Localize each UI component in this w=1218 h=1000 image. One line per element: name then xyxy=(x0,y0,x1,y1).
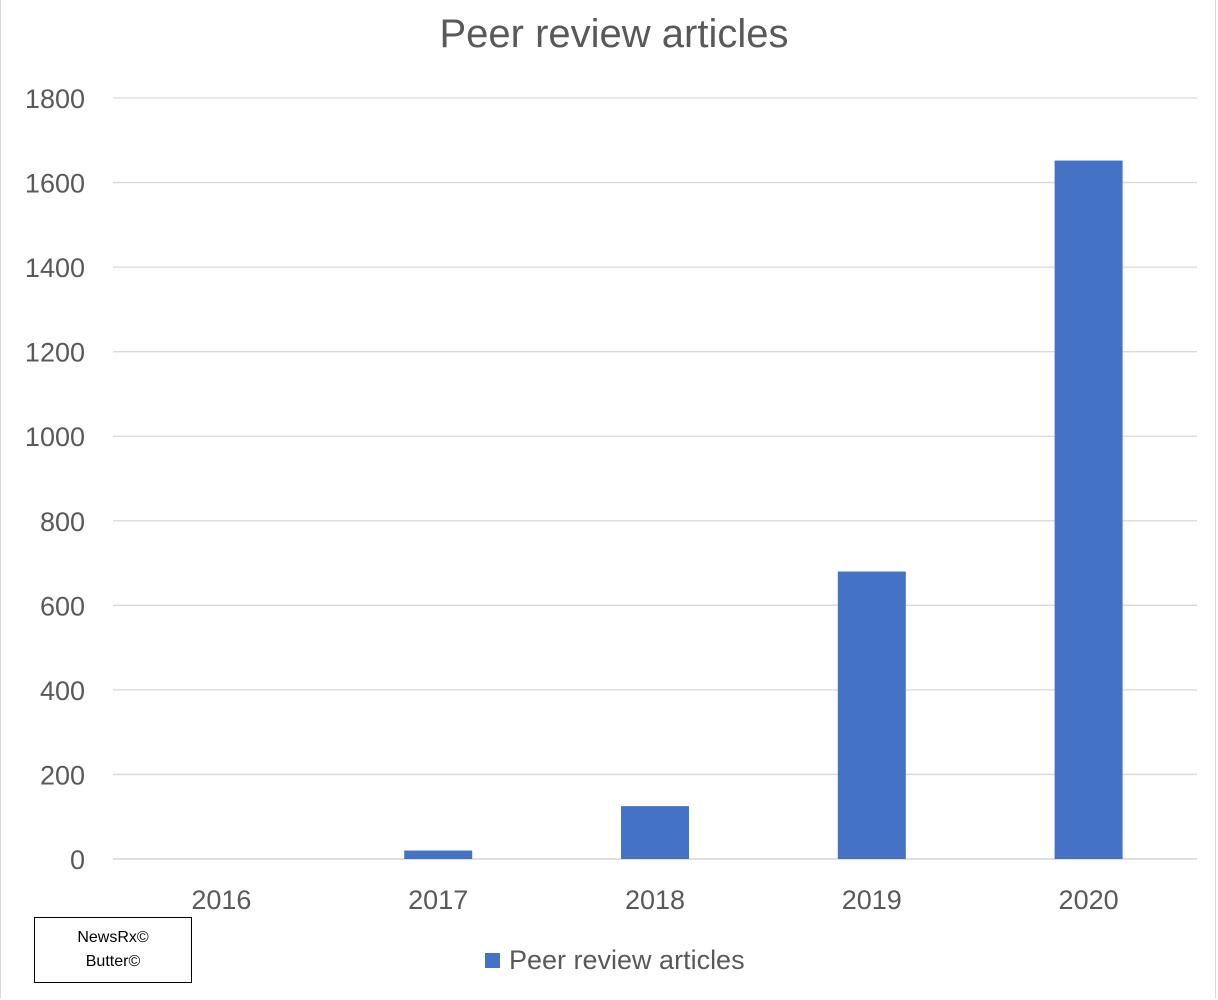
y-tick-label: 1600 xyxy=(25,169,85,199)
y-tick-label: 800 xyxy=(40,507,85,537)
legend: Peer review articles xyxy=(485,945,745,975)
x-tick-label: 2017 xyxy=(408,885,468,915)
x-tick-label: 2019 xyxy=(842,885,902,915)
legend-label: Peer review articles xyxy=(509,945,745,975)
bar-2020 xyxy=(1054,160,1123,859)
y-tick-label: 1000 xyxy=(25,422,85,452)
chart-title: Peer review articles xyxy=(439,12,788,56)
x-tick-label: 2018 xyxy=(625,885,685,915)
legend-swatch xyxy=(485,953,500,968)
x-tick-label: 2016 xyxy=(191,885,251,915)
x-axis-ticks: 2016 2017 2018 2019 2020 xyxy=(191,885,1118,915)
y-tick-label: 1200 xyxy=(25,338,85,368)
x-tick-label: 2020 xyxy=(1059,885,1119,915)
bar-2019 xyxy=(837,571,906,859)
watermark-box: NewsRx© Butter© xyxy=(34,917,192,983)
y-tick-label: 1800 xyxy=(25,84,85,114)
gridlines xyxy=(113,97,1197,860)
y-tick-label: 400 xyxy=(40,676,85,706)
y-tick-label: 1400 xyxy=(25,253,85,283)
y-tick-label: 600 xyxy=(40,591,85,621)
bars xyxy=(404,160,1123,859)
bar-2017 xyxy=(404,850,473,859)
y-tick-label: 0 xyxy=(70,845,85,875)
bar-2018 xyxy=(621,806,689,859)
watermark-newsrx: NewsRx© xyxy=(77,929,149,946)
y-tick-label: 200 xyxy=(40,760,85,790)
watermark-butter: Butter© xyxy=(85,953,141,970)
y-axis-ticks: 0 200 400 600 800 1000 1200 1400 1600 1800 xyxy=(25,84,85,875)
